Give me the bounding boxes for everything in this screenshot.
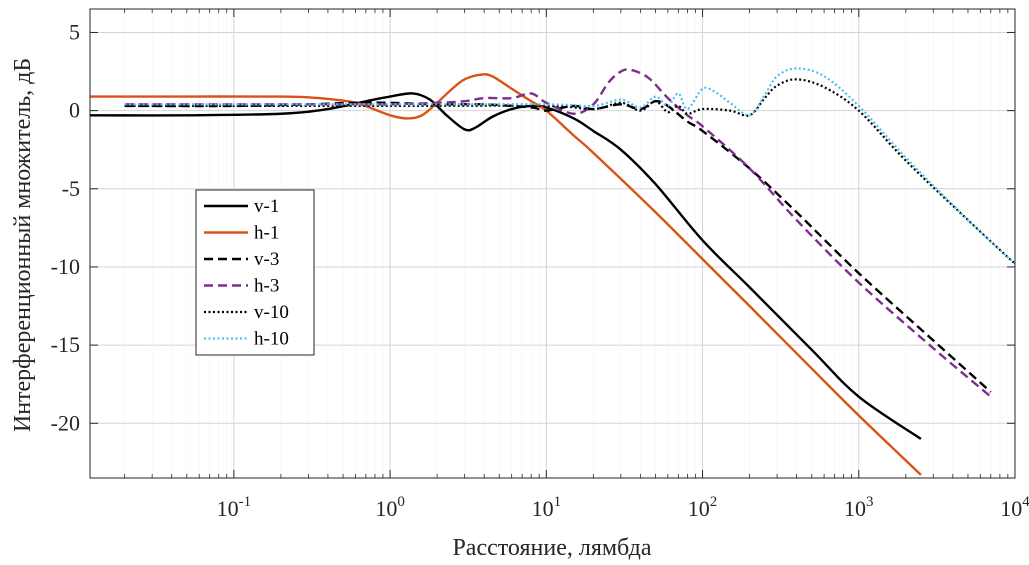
y-tick-label: -15: [51, 332, 80, 357]
x-tick-labels: 10-1 100 101 102 103 104: [217, 494, 1029, 521]
y-tick-label: -20: [51, 410, 80, 435]
x-tick-exponent: 4: [1022, 494, 1029, 510]
x-tick-label: 102: [688, 494, 718, 521]
x-tick-exponent: 3: [866, 494, 874, 510]
x-tick-base: 10: [217, 496, 239, 521]
legend-label: v-10: [254, 302, 289, 323]
series-line-v-10: [124, 78, 1016, 265]
series-line-h-1: [89, 73, 922, 476]
x-tick-base: 10: [1000, 496, 1022, 521]
x-tick-label: 103: [844, 494, 874, 521]
legend-label: h-1: [254, 223, 279, 244]
legend-label: v-1: [254, 196, 279, 217]
x-tick-exponent: 1: [554, 494, 562, 510]
series-group: [89, 67, 1016, 476]
y-tick-label: -5: [62, 176, 80, 201]
x-tick-label: 100: [375, 494, 405, 521]
x-tick-base: 10: [375, 496, 397, 521]
y-tick-label: -10: [51, 254, 80, 279]
plot-frame: [89, 8, 1016, 479]
series-line-h-3: [124, 68, 992, 398]
series-line-v-3: [124, 99, 992, 393]
ticks-group: [90, 9, 1016, 478]
legend-label: h-3: [254, 276, 279, 297]
x-tick-label: 104: [1000, 494, 1029, 521]
x-tick-exponent: 0: [397, 494, 405, 510]
x-tick-exponent: 2: [710, 494, 718, 510]
y-axis-label: Интерференционный множитель, дБ: [10, 58, 36, 432]
x-tick-exponent: -1: [239, 494, 252, 510]
x-tick-label: 10-1: [217, 494, 252, 521]
legend-box: [195, 189, 315, 356]
y-tick-label: 5: [69, 19, 80, 44]
x-tick-base: 10: [844, 496, 866, 521]
legend-label: v-3: [254, 249, 279, 270]
legend: v-1 h-1 v-3 h-3 v-10 h-10: [195, 189, 315, 356]
x-tick-base: 10: [688, 496, 710, 521]
y-tick-label: 0: [69, 98, 80, 123]
grid-major: [90, 9, 1016, 478]
legend-label: h-10: [254, 329, 289, 350]
x-tick-base: 10: [532, 496, 554, 521]
y-tick-labels: 5 0 -5 -10 -15 -20: [51, 19, 80, 435]
x-axis-label: Расстояние, лямбда: [452, 535, 651, 561]
x-tick-label: 101: [532, 494, 562, 521]
